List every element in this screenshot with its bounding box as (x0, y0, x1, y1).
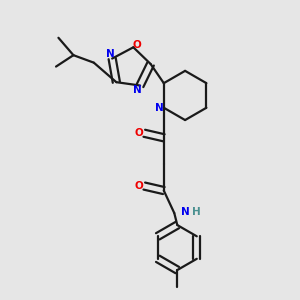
Text: O: O (133, 40, 142, 50)
Text: N: N (181, 207, 190, 217)
Text: N: N (106, 49, 115, 59)
Text: N: N (154, 103, 164, 113)
Text: H: H (192, 207, 201, 217)
Text: O: O (134, 128, 143, 138)
Text: O: O (134, 181, 143, 191)
Text: N: N (133, 85, 142, 95)
